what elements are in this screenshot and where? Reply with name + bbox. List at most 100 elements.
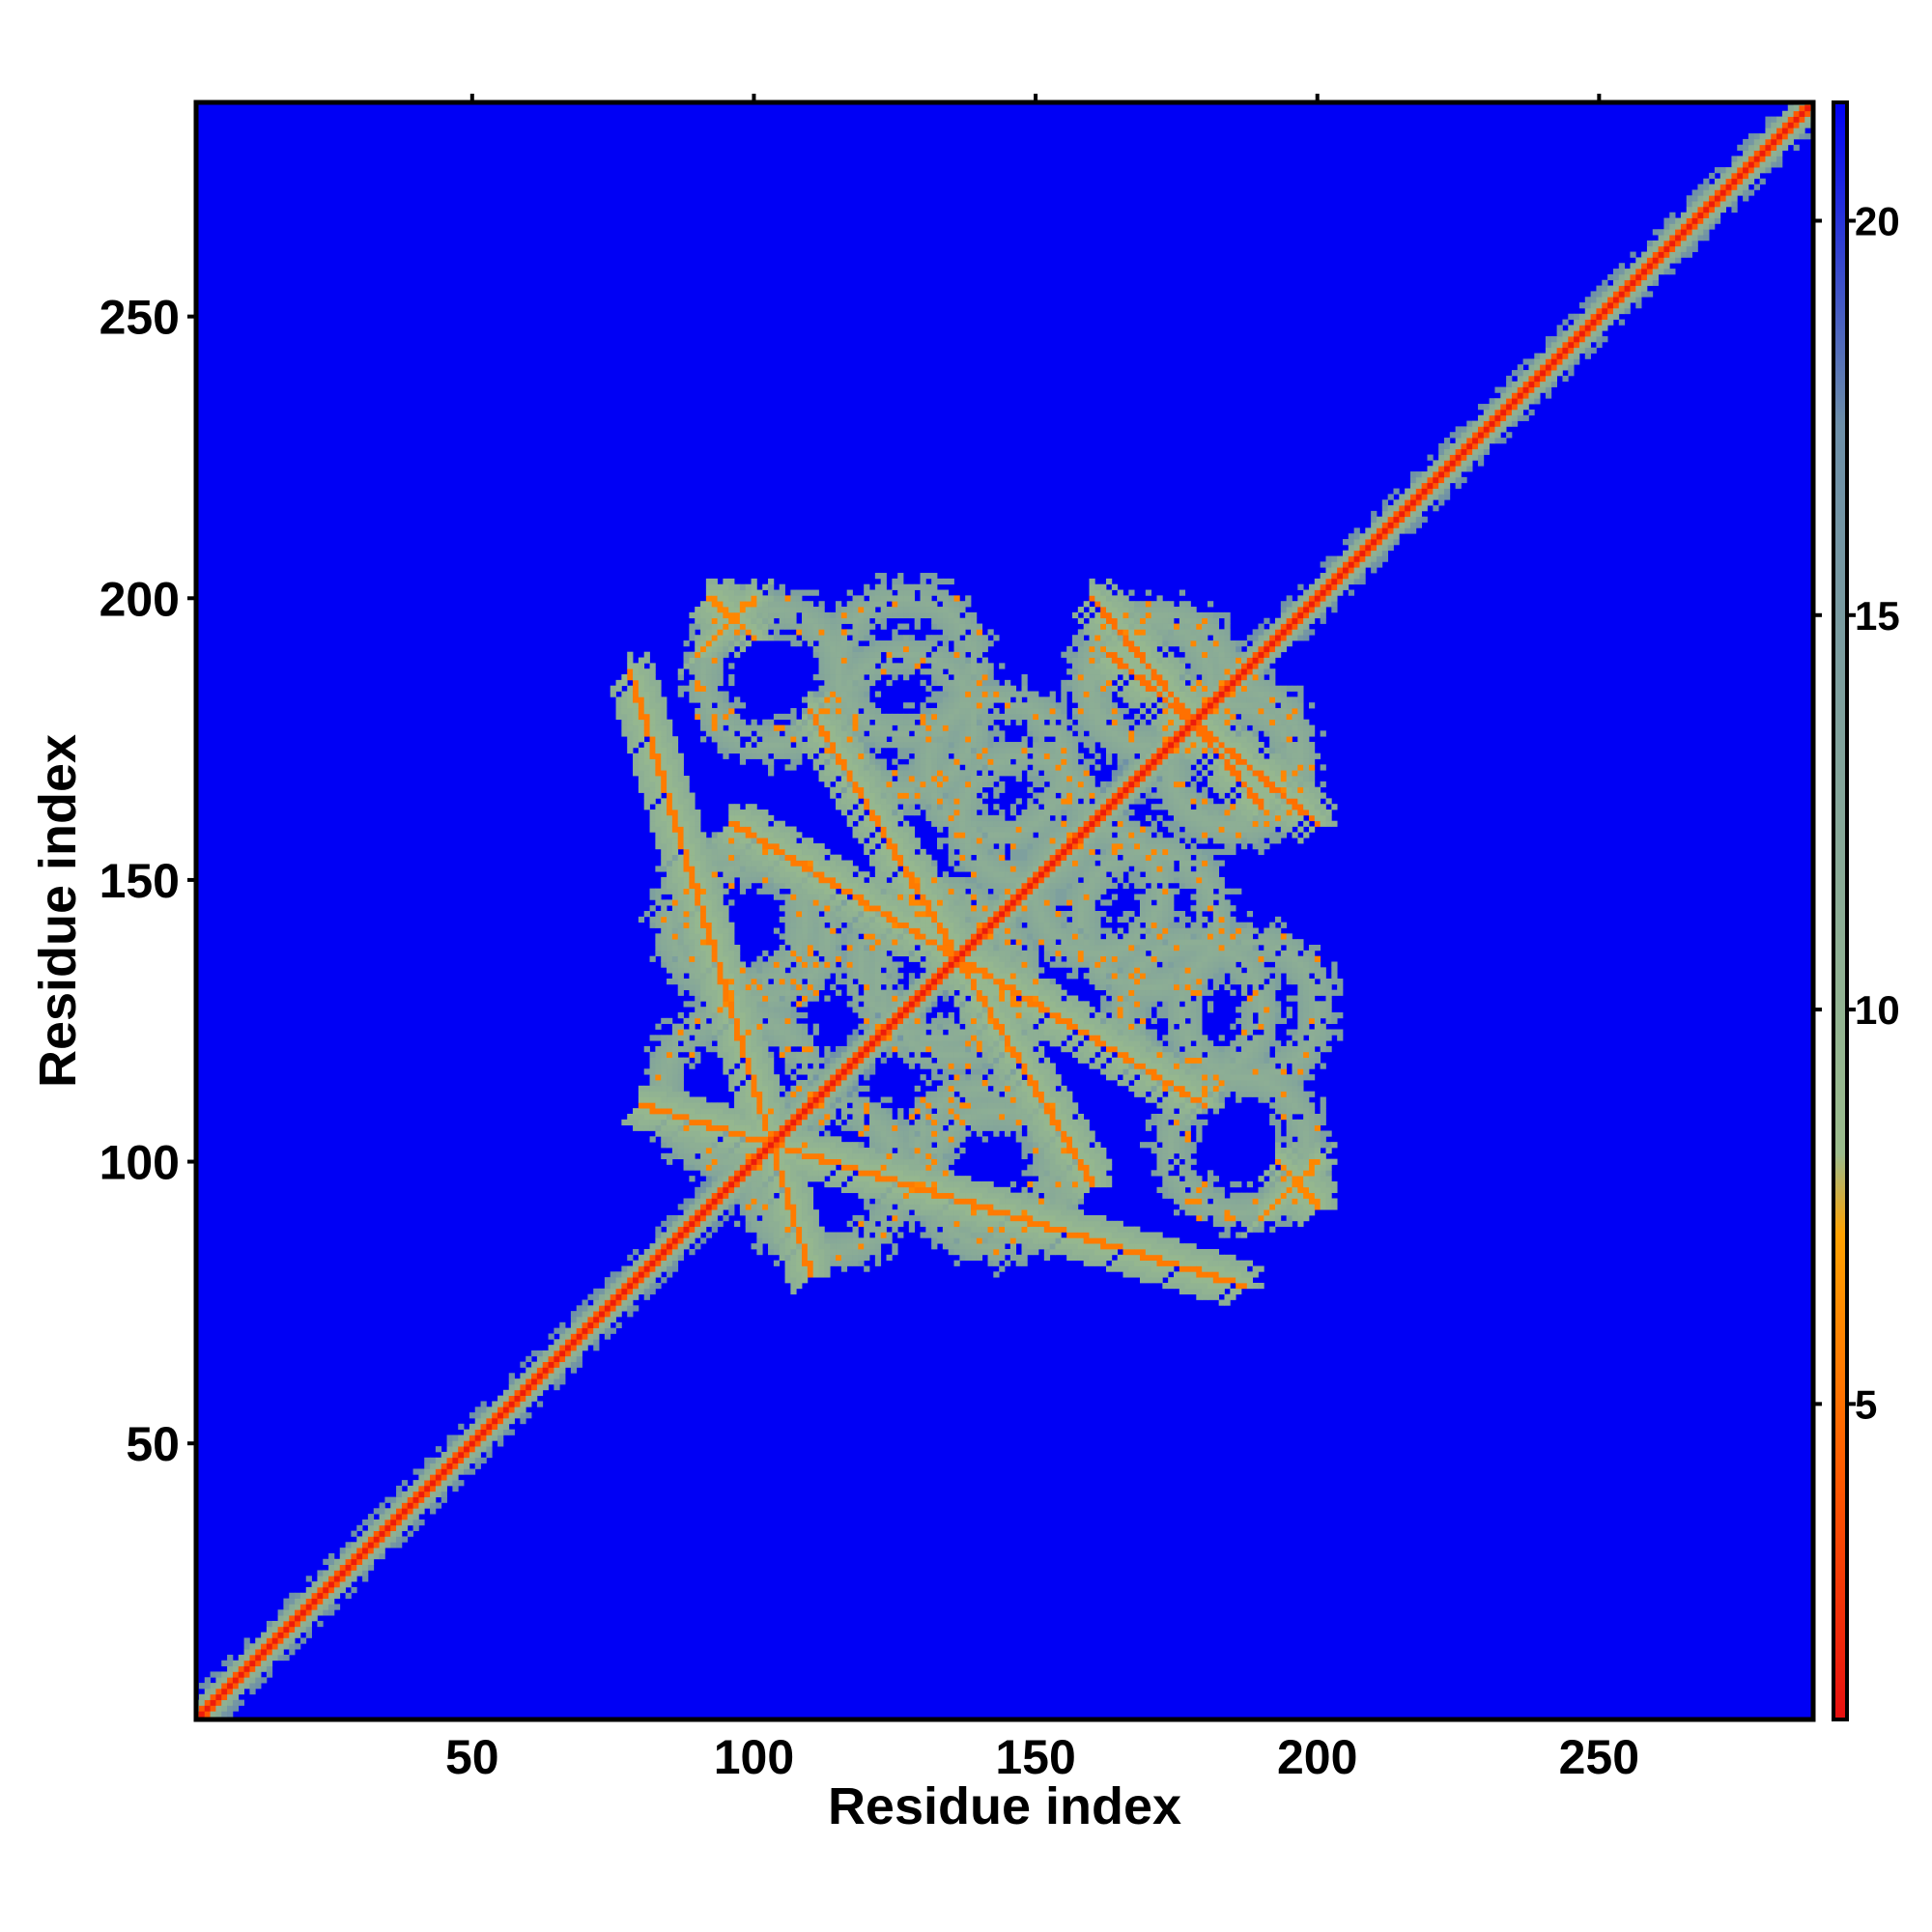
heatmap-cell <box>689 629 696 636</box>
heatmap-cell <box>723 1124 729 1131</box>
heatmap-cell <box>840 961 848 968</box>
heatmap-cell <box>255 1637 262 1644</box>
heatmap-cell <box>846 877 853 884</box>
heatmap-cell <box>824 1096 831 1103</box>
heatmap-cell <box>914 645 921 653</box>
heatmap-cell <box>846 708 853 715</box>
heatmap-cell <box>812 922 819 928</box>
heatmap-cell <box>790 945 797 952</box>
heatmap-cell <box>762 814 769 822</box>
heatmap-cell <box>864 832 870 838</box>
heatmap-cell <box>768 1186 775 1194</box>
heatmap-cell <box>671 1152 679 1160</box>
heatmap-cell <box>858 1248 865 1256</box>
heatmap-cell <box>700 911 707 918</box>
heatmap-cell <box>779 1035 785 1041</box>
heatmap-cell <box>677 814 684 822</box>
heatmap-cell <box>886 1029 893 1036</box>
heatmap-cell <box>705 1209 713 1216</box>
heatmap-cell <box>728 967 735 974</box>
heatmap-cell <box>779 589 785 596</box>
heatmap-cell <box>880 764 887 771</box>
heatmap-cell <box>852 770 859 777</box>
heatmap-cell <box>351 1558 357 1565</box>
heatmap-cell <box>221 1688 228 1695</box>
heatmap-cell <box>784 1057 791 1064</box>
heatmap-cell <box>768 1232 775 1238</box>
heatmap-cell <box>818 724 825 731</box>
heatmap-cell <box>773 1007 781 1013</box>
heatmap-cell <box>802 1023 809 1030</box>
heatmap-cell <box>903 1152 910 1160</box>
heatmap-cell <box>705 922 713 928</box>
heatmap-cell <box>812 967 819 974</box>
heatmap-cell <box>790 1023 797 1030</box>
heatmap-cell <box>418 1468 425 1475</box>
heatmap-cell <box>886 724 893 731</box>
heatmap-cell <box>779 916 785 923</box>
heatmap-cell <box>880 814 887 822</box>
heatmap-cell <box>812 955 819 962</box>
heatmap-cell <box>914 1152 921 1160</box>
heatmap-cell <box>869 1124 876 1131</box>
heatmap-cell <box>610 1282 616 1290</box>
heatmap-cell <box>790 1096 797 1103</box>
heatmap-cell <box>756 1220 763 1228</box>
heatmap-cell <box>582 1345 588 1351</box>
heatmap-cell <box>745 583 752 590</box>
heatmap-cell <box>880 1204 887 1210</box>
heatmap-cell <box>198 1693 206 1700</box>
heatmap-cell <box>818 899 825 906</box>
heatmap-cell <box>869 1142 876 1149</box>
heatmap-cell <box>232 1699 240 1706</box>
heatmap-cell <box>869 651 876 658</box>
heatmap-cell <box>846 989 853 996</box>
heatmap-cell <box>700 1209 707 1216</box>
heatmap-cell <box>762 1220 769 1228</box>
heatmap-cell <box>846 747 853 754</box>
heatmap-cell <box>751 973 757 980</box>
heatmap-cell <box>717 640 724 647</box>
heatmap-cell <box>689 1164 696 1171</box>
heatmap-cell <box>683 933 690 940</box>
heatmap-cell <box>897 1108 904 1115</box>
heatmap-cell <box>711 989 718 996</box>
heatmap-cell <box>671 770 679 777</box>
heatmap-cell <box>908 995 916 1002</box>
heatmap-cell <box>807 617 814 624</box>
heatmap-cell <box>305 1620 312 1628</box>
heatmap-cell <box>655 719 662 725</box>
heatmap-cell <box>920 1102 926 1109</box>
heatmap-cell <box>671 1063 679 1069</box>
heatmap-cell <box>812 1130 819 1137</box>
heatmap-cell <box>897 1147 904 1154</box>
heatmap-cell <box>536 1401 544 1407</box>
heatmap-cell <box>897 848 904 856</box>
heatmap-cell <box>227 1654 234 1662</box>
heatmap-cell <box>864 899 870 906</box>
heatmap-cell <box>762 1136 769 1143</box>
heatmap-cell <box>227 1711 234 1718</box>
heatmap-cell <box>914 955 921 962</box>
heatmap-cell <box>869 1068 876 1075</box>
heatmap-cell <box>773 838 781 844</box>
heatmap-cell <box>869 860 876 867</box>
heatmap-cell <box>796 933 803 940</box>
heatmap-cell <box>892 786 898 793</box>
heatmap-cell <box>576 1316 582 1323</box>
heatmap-cell <box>802 1119 809 1126</box>
heatmap-cell <box>565 1333 572 1340</box>
heatmap-cell <box>700 1180 707 1188</box>
heatmap-cell <box>717 905 724 912</box>
heatmap-cell <box>824 1136 831 1143</box>
heatmap-cell <box>756 1035 763 1041</box>
heatmap-cell <box>723 645 729 653</box>
heatmap-cell <box>452 1485 459 1492</box>
heatmap-cell <box>846 1074 853 1081</box>
heatmap-cell <box>836 1152 842 1160</box>
heatmap-cell <box>689 911 696 918</box>
heatmap-cell <box>745 1108 752 1115</box>
heatmap-cell <box>689 888 696 895</box>
heatmap-cell <box>717 967 724 974</box>
heatmap-cell <box>243 1683 250 1690</box>
